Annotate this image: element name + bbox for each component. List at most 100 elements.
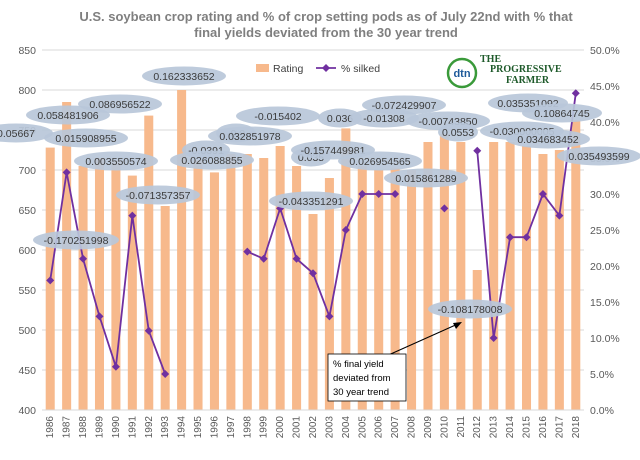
deviation-label-text: 0.036 [327,113,353,125]
deviation-label-text: 0.058481906 [37,110,98,122]
deviation-label: 0.026954565 [338,151,422,171]
silked-point [440,204,449,213]
legend-rating-label: Rating [273,63,304,75]
deviation-label-bubble [384,168,468,188]
logo-line-3: FARMER [506,75,550,86]
right-axis-ticks: 0.0%5.0%10.0%15.0%20.0%25.0%30.0%35.0%40… [590,45,620,417]
annotation-line-1: % final yield [333,359,384,370]
deviation-label: 0.032851978 [208,126,292,146]
silked-line-segment [246,193,396,320]
rating-bar [423,142,433,410]
deviation-label: 0.036 [318,108,362,128]
deviation-label-text: 0.034683452 [517,134,578,146]
left-axis-tick-label: 850 [18,45,36,57]
deviation-label-text: 0.0553 [442,127,474,139]
x-axis-tick-label: 1991 [127,416,138,439]
x-axis-tick-label: 1995 [193,416,204,439]
deviation-label-text: 0.015908955 [55,133,116,145]
left-axis-tick-label: 450 [18,365,36,377]
logo-line-2: PROGRESSIVE [490,64,562,75]
logo-line-1: THE [480,54,501,65]
rating-bar [209,172,219,410]
deviation-label: 0.026088855 [170,150,254,170]
silked-point [571,89,580,98]
x-axis-tick-label: 2007 [390,416,401,439]
right-axis-tick-label: 50.0% [590,45,620,57]
silked-point [473,146,482,155]
left-axis-tick-label: 700 [18,165,36,177]
x-axis-tick-label: 2015 [522,416,533,439]
rating-bar [538,154,548,410]
deviation-label-text: -0.170251998 [44,235,109,247]
left-axis-tick-label: 400 [18,405,36,417]
rating-bar [111,160,121,410]
rating-bar [94,158,105,410]
chart-title-line-2: final yields deviated from the 30 year t… [194,25,458,40]
deviation-label: -0.043351291 [269,191,353,211]
silked-point [325,312,334,321]
left-axis-tick-label: 600 [18,245,36,257]
chart-title-line-1: U.S. soybean crop rating and % of crop s… [79,9,573,24]
dtn-badge-text: dtn [453,68,470,80]
silked-point [95,312,104,321]
deviation-label-bubble [170,150,254,170]
deviation-label: -0.108178008 [428,299,512,319]
deviation-label-text: 0.035493599 [568,151,629,163]
silked-line-segment [49,172,167,375]
silked-point [522,233,531,242]
deviation-label-bubble [78,94,162,114]
legend-silked-label: % silked [341,63,380,75]
rating-bar [505,142,515,410]
rating-bar [144,115,154,410]
silked-point [161,370,170,378]
x-axis-tick-label: 1994 [177,416,188,439]
deviation-label-bubble [208,126,292,146]
deviation-label-bubble [269,191,353,211]
silked-point [144,326,153,335]
deviation-label-text: -0.108178008 [438,304,503,316]
silked-point [391,190,400,198]
annotation-arrowhead-icon [453,322,462,329]
deviation-label-bubble [142,66,226,86]
x-axis-tick-label: 1998 [242,416,253,439]
x-axis-tick-label: 2013 [489,416,500,439]
rating-bar [439,134,449,410]
annotation-box [327,353,407,402]
x-axis-tick-label: 1993 [160,416,171,439]
rating-bar [177,90,187,410]
deviation-label: 0.034683452 [506,129,590,149]
rating-bar [324,178,334,410]
rating-bar [160,206,170,410]
rating-bars [42,90,584,411]
silked-point [309,269,317,278]
x-axis-tick-label: 2003 [324,416,335,439]
deviation-label-text: -0.015402 [254,111,301,123]
x-axis-tick-label: 2004 [341,416,352,439]
x-axis-tick-label: 2018 [571,416,582,439]
deviation-label: 0.086956522 [78,94,162,114]
deviation-label-bubble [318,108,362,128]
right-axis-tick-label: 25.0% [590,225,620,237]
x-axis-tick-label: 2006 [374,416,385,439]
deviation-label: 0.035493599 [557,146,640,166]
legend: Rating % silked [256,63,380,75]
deviation-label: -0.170251998 [33,230,119,250]
dtn-badge-icon [446,57,478,89]
x-axis-ticks: 1986 1987 1988 1989 1990 1991 1992 1993 1994 1995… [45,416,582,439]
deviation-label-text: -0.01308 [363,113,405,125]
silked-point [128,211,137,220]
rating-bar [292,166,302,410]
deviation-label-text: -0.043351291 [279,196,344,208]
silked-point [259,254,268,263]
rating-bar [374,170,384,410]
x-axis-tick-label: 2012 [472,416,483,439]
right-axis-tick-label: 5.0% [590,369,614,381]
x-axis-tick-label: 1992 [144,416,155,439]
right-axis-tick-label: 20.0% [590,261,620,273]
deviation-label: 0.05667 [0,123,53,143]
right-axis-tick-label: 15.0% [590,297,620,309]
rating-bar [472,270,482,410]
x-axis-tick-label: 2000 [275,416,286,439]
left-axis-tick-label: 500 [18,325,36,337]
